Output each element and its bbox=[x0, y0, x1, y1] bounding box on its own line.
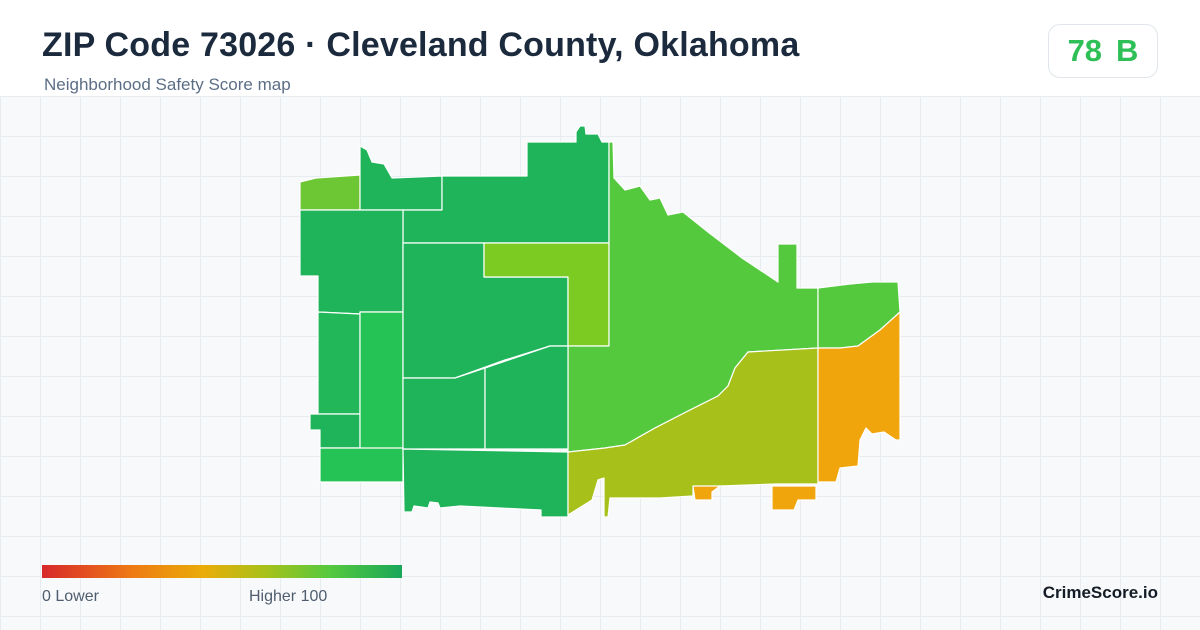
region-southwest-small[interactable] bbox=[319, 447, 404, 483]
region-north-central[interactable] bbox=[359, 145, 443, 211]
region-west-column[interactable] bbox=[317, 311, 361, 415]
header-panel: ZIP Code 73026 · Cleveland County, Oklah… bbox=[0, 0, 1200, 96]
region-central-southwest[interactable] bbox=[402, 367, 486, 450]
region-west-block[interactable] bbox=[299, 209, 404, 315]
region-northwest-strip[interactable] bbox=[299, 174, 361, 211]
region-west-inner-strip[interactable] bbox=[359, 311, 404, 450]
region-west-notch[interactable] bbox=[309, 413, 361, 449]
page-subtitle: Neighborhood Safety Score map bbox=[44, 75, 291, 94]
region-south-orange-2[interactable] bbox=[771, 485, 817, 511]
score-value: 78 bbox=[1067, 33, 1103, 68]
score-badge: 78 B bbox=[1048, 24, 1158, 78]
page-title: ZIP Code 73026 · Cleveland County, Oklah… bbox=[42, 26, 800, 64]
legend-min-label: 0 Lower bbox=[42, 588, 99, 605]
region-central-southeast[interactable] bbox=[484, 345, 569, 450]
legend-max-label: Higher 100 bbox=[249, 588, 328, 605]
legend-gradient-bar bbox=[42, 565, 402, 578]
score-grade: B bbox=[1116, 33, 1139, 68]
brand-name[interactable]: CrimeScore.io bbox=[1042, 583, 1158, 602]
region-south-orange-1[interactable] bbox=[692, 485, 721, 501]
region-east-orange[interactable] bbox=[817, 311, 901, 483]
region-south-center[interactable] bbox=[402, 448, 569, 518]
